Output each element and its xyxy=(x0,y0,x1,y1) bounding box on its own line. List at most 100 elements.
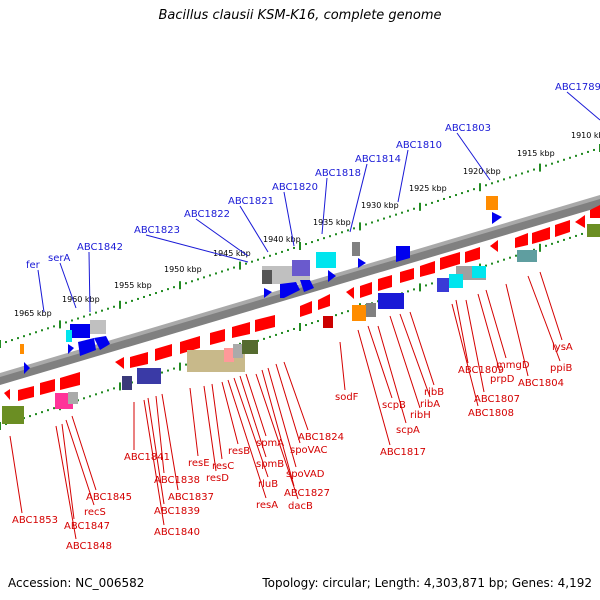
tick-minor xyxy=(47,327,49,330)
leader-line xyxy=(566,91,600,121)
tick-track-upper xyxy=(0,144,600,348)
tick-minor xyxy=(5,423,7,426)
tick-minor xyxy=(557,160,559,163)
leader-line xyxy=(239,205,269,253)
scale-label: 1945 kbp xyxy=(213,249,251,258)
gene-block xyxy=(70,324,90,338)
leader-line xyxy=(195,218,249,257)
tick-minor xyxy=(101,391,103,394)
scale-label: 1920 kbp xyxy=(463,167,501,176)
tick-minor xyxy=(275,252,277,255)
gene-label-top: ABC1820 xyxy=(272,182,318,193)
tick-minor xyxy=(473,188,475,191)
tick-minor xyxy=(305,243,307,246)
gene-block xyxy=(352,305,366,321)
tick-minor xyxy=(485,264,487,267)
tick-minor xyxy=(515,254,517,257)
tick-minor xyxy=(185,363,187,366)
tick-minor xyxy=(23,335,25,338)
leader-line xyxy=(147,397,165,505)
tick-major xyxy=(299,323,301,331)
tick-minor xyxy=(107,389,109,392)
leader-line xyxy=(161,393,179,491)
scale-label: 1960 kbp xyxy=(62,295,100,304)
leader-line xyxy=(211,383,223,460)
gene-label-bottom: ribA xyxy=(420,399,440,410)
gene-arrow xyxy=(155,344,172,361)
tick-minor xyxy=(35,413,37,416)
gene-label-bottom: resC xyxy=(212,461,234,472)
tick-minor xyxy=(5,341,7,344)
tick-minor xyxy=(491,262,493,265)
tick-minor xyxy=(29,415,31,418)
tick-minor xyxy=(347,310,349,313)
leader-line xyxy=(527,275,561,362)
tick-minor xyxy=(287,329,289,332)
gene-label-bottom: scpB xyxy=(382,400,406,411)
leader-line xyxy=(61,423,75,520)
gene-block xyxy=(242,340,258,354)
leader-line xyxy=(9,435,23,514)
gene-arrow xyxy=(328,270,336,282)
gene-label-bottom: resE xyxy=(188,458,210,469)
gene-label-top: serA xyxy=(48,253,70,264)
gene-arrow xyxy=(60,372,80,390)
leader-line xyxy=(321,177,328,235)
tick-minor xyxy=(413,207,415,210)
gene-arrow xyxy=(358,258,366,268)
leader-line xyxy=(357,329,391,446)
gene-arrow xyxy=(590,205,600,218)
tick-minor xyxy=(287,248,289,251)
tick-minor xyxy=(269,254,271,257)
tick-minor xyxy=(545,164,547,167)
tick-minor xyxy=(83,397,85,400)
gene-label-bottom: ABC1809 xyxy=(458,365,504,376)
tick-minor xyxy=(35,331,37,334)
gene-label-bottom: spoVAC xyxy=(290,445,328,456)
gene-arrow xyxy=(555,220,570,237)
tick-minor xyxy=(503,258,505,261)
tick-minor xyxy=(317,239,319,242)
tick-minor xyxy=(533,248,535,251)
tick-minor xyxy=(89,395,91,398)
gene-label-top: ABC1789 xyxy=(555,82,600,93)
leader-line xyxy=(477,293,501,373)
gene-label-top: fer xyxy=(26,260,41,271)
tick-minor xyxy=(167,369,169,372)
tick-major xyxy=(539,163,541,172)
leader-line xyxy=(465,299,485,393)
gene-arrow xyxy=(115,357,124,369)
leader-line xyxy=(283,191,295,247)
tick-minor xyxy=(251,260,253,263)
gene-arrow xyxy=(465,247,480,263)
gene-label-bottom: resA xyxy=(256,500,278,511)
tick-minor xyxy=(407,209,409,212)
gene-label-bottom: ABC1847 xyxy=(64,521,110,532)
tick-minor xyxy=(29,333,31,336)
gene-label-bottom: ABC1804 xyxy=(518,378,564,389)
tick-minor xyxy=(257,258,259,261)
gene-block xyxy=(323,316,333,328)
tick-minor xyxy=(263,337,265,340)
gene-block xyxy=(233,344,243,358)
tick-minor xyxy=(245,262,247,265)
tick-minor xyxy=(443,197,445,200)
tick-minor xyxy=(545,244,547,247)
tick-minor xyxy=(275,333,277,336)
tick-minor xyxy=(413,288,415,291)
tick-minor xyxy=(365,223,367,226)
tick-minor xyxy=(467,190,469,193)
leader-line xyxy=(539,271,563,341)
tick-minor xyxy=(311,322,313,325)
tick-minor xyxy=(563,158,565,161)
tick-minor xyxy=(77,317,79,320)
leader-line xyxy=(245,373,267,437)
tick-major xyxy=(539,243,541,252)
gene-block xyxy=(378,293,404,309)
tick-minor xyxy=(161,371,163,374)
gene-arrow xyxy=(180,336,200,354)
gene-arrow xyxy=(24,362,30,374)
tick-minor xyxy=(335,233,337,236)
gene-label-top: ABC1814 xyxy=(355,154,401,165)
